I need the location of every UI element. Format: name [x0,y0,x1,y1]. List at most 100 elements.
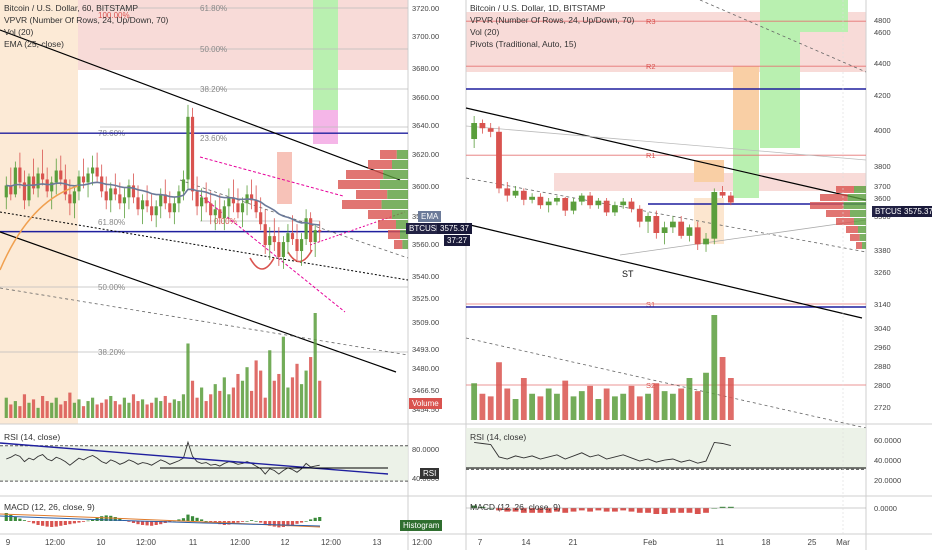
right-rsi-legend[interactable]: RSI (14, close) [470,432,527,442]
vpvr-bar-down [394,240,403,249]
macd-histogram-bar [504,508,511,512]
candle-body [471,123,478,139]
right-vol-legend[interactable]: Vol (20) [470,27,500,37]
left-macd-legend[interactable]: MACD (12, 26, close, 9) [4,502,95,512]
candle-body [545,201,552,206]
volume-bar [628,385,635,420]
left-ema-legend[interactable]: EMA (25, close) [4,39,64,49]
candle-body [711,192,718,239]
candle-body [181,179,186,192]
candle-body [487,128,494,132]
volume-bar [31,399,36,418]
macd-histogram-bar [719,506,726,508]
volume-bar [620,393,627,420]
channel-upper-line [465,107,867,201]
volume-bar [249,390,254,418]
volume-bar [131,394,136,418]
volume-bar [487,396,494,420]
right-price-tick: 2720 [874,403,891,412]
left-ema-tag: EMA [418,211,442,222]
right-price-tick: 3800 [874,162,891,171]
fib-label: 50.00% [200,45,227,54]
right-rsi-tick: 20.0000 [874,476,901,485]
macd-histogram-bar [204,521,208,522]
macd-histogram-bar [81,521,86,522]
candle-body [512,190,519,196]
left-rsi-tag: RSI [420,468,440,479]
macd-histogram-bar [653,508,660,514]
dashed-trend-line [0,287,409,356]
right-price-tick: 4400 [874,59,891,68]
macd-histogram-bar [661,508,668,514]
macd-histogram-bar [727,506,734,508]
vpvr-bar-down [836,218,854,225]
candle-body [18,167,22,183]
macd-histogram-bar [281,521,285,527]
orange-curve [0,185,79,271]
volume-bar [54,397,58,418]
volume-bar [222,377,226,418]
macd-histogram-bar [636,508,643,513]
volume-bar [537,396,544,420]
candle-body [159,194,163,207]
macd-histogram-bar [268,521,272,526]
candle-body [281,242,285,257]
volume-bar [711,315,718,420]
pivot-label: R1 [646,151,656,160]
candle-body [286,233,290,243]
macd-histogram-bar [249,520,254,521]
candle-body [703,238,709,245]
macd-histogram-bar [620,508,627,511]
volume-bar [496,362,502,420]
right-time-tick: 21 [569,538,578,547]
volume-bar [290,377,295,418]
double-bottom-arc [249,257,275,270]
volume-bar [36,407,40,418]
rsi-band [0,445,408,482]
volume-bar [259,370,263,418]
vpvr-bar-down [338,180,380,189]
candle-body [168,203,172,213]
vpvr-bar-down [856,242,862,249]
volume-bar [227,394,231,418]
volume-bar [231,387,236,418]
volume-bar [554,393,560,420]
macd-histogram-bar [537,508,544,513]
pivot-label: R2 [646,62,656,71]
right-vpvr-legend[interactable]: VPVR (Number Of Rows, 24, Up/Down, 70) [470,15,635,25]
channel-upper-line [0,29,401,181]
vpvr-bar-up [854,186,866,193]
volume-bar [95,404,99,418]
vpvr-bar-up [858,226,866,233]
left-rsi-legend[interactable]: RSI (14, close) [4,432,61,442]
macd-line [0,515,321,527]
right-pivots-legend[interactable]: Pivots (Traditional, Auto, 15) [470,39,577,49]
volume-bar [213,384,217,418]
volume-bar [318,380,322,418]
left-vpvr-legend[interactable]: VPVR (Number Of Rows, 24, Up/Down, 70) [4,15,169,25]
candle-body [520,190,527,200]
volume-bar [562,380,569,420]
candle-body [113,188,117,195]
left-vol-legend[interactable]: Vol (20) [4,27,34,37]
candle-body [479,123,486,129]
macd-histogram-bar [645,508,651,513]
candle-body [272,236,276,243]
volume-bar [127,402,131,418]
volume-bar [163,395,167,418]
macd-histogram-bar [595,508,602,511]
macd-histogram-bar [168,521,172,522]
macd-histogram-bar [512,508,519,512]
macd-histogram-bar [18,518,22,521]
right-price-tick: 3040 [874,324,891,333]
left-time-tick: 9 [6,538,11,547]
volume-bar [90,397,95,418]
macd-histogram-bar [27,521,31,522]
volume-bar [645,393,651,420]
macd-histogram-bar [145,521,149,526]
volume-bar [140,399,145,418]
right-macd-legend[interactable]: MACD (12, 26, close, 9) [470,502,561,512]
left-time-tick: 12:00 [45,538,66,547]
